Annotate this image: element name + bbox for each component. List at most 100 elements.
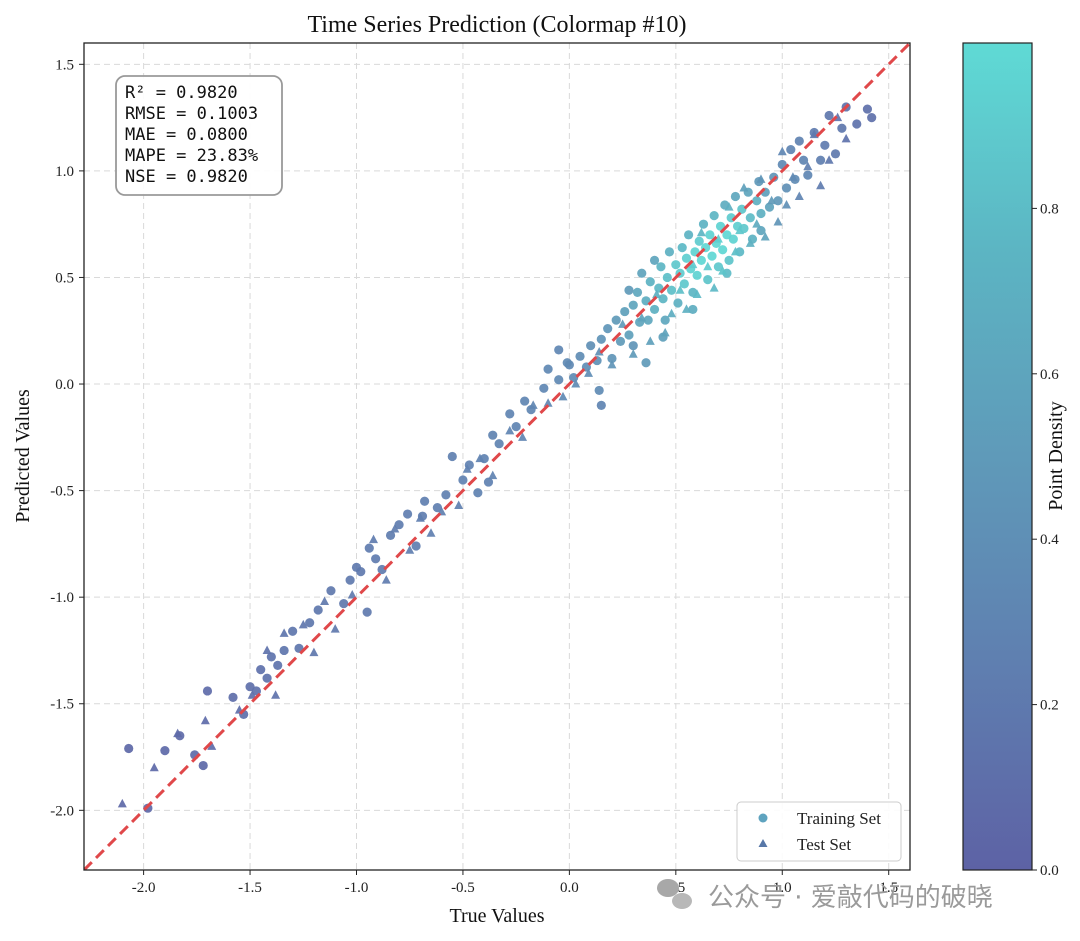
test-point xyxy=(788,172,798,181)
training-point xyxy=(643,315,653,325)
y-tick-label: 0.0 xyxy=(55,377,74,393)
y-axis-label: Predicted Values xyxy=(12,389,34,523)
training-point xyxy=(160,746,170,756)
training-point xyxy=(673,298,683,308)
test-point xyxy=(782,199,792,209)
training-point xyxy=(803,170,813,180)
training-point xyxy=(124,743,134,754)
training-point xyxy=(641,358,651,368)
x-tick-label: 1.0 xyxy=(773,880,792,896)
test-point xyxy=(645,336,655,345)
reference-line xyxy=(84,43,910,870)
training-point xyxy=(730,191,741,202)
training-point xyxy=(737,204,747,214)
training-point xyxy=(596,334,606,344)
training-point xyxy=(830,149,841,159)
y-tick-label: -0.5 xyxy=(50,484,74,500)
grid xyxy=(84,43,910,870)
x-tick-label: -0.5 xyxy=(451,880,475,896)
test-point xyxy=(696,227,706,237)
training-point xyxy=(432,503,442,513)
colorbar-tick-label: 0.4 xyxy=(1040,532,1059,548)
training-point xyxy=(679,279,689,289)
training-point xyxy=(781,183,792,193)
test-point xyxy=(558,391,568,401)
x-axis-label: True Values xyxy=(449,905,544,927)
colorbar-tick-label: 0.8 xyxy=(1040,201,1059,217)
test-point xyxy=(309,647,319,657)
test-point xyxy=(681,304,691,313)
test-point xyxy=(369,534,379,544)
test-point xyxy=(652,289,662,299)
wechat-icon xyxy=(657,879,692,909)
test-point xyxy=(777,146,787,156)
test-point xyxy=(149,762,159,772)
training-point xyxy=(543,364,553,374)
training-point xyxy=(377,564,387,575)
training-point xyxy=(837,123,847,133)
training-point xyxy=(505,409,515,419)
test-point xyxy=(724,202,734,211)
training-point xyxy=(143,803,153,813)
training-point xyxy=(420,496,430,506)
training-point xyxy=(371,554,381,564)
training-point xyxy=(694,236,704,246)
training-point xyxy=(364,543,374,553)
y-tick-label: -1.0 xyxy=(50,590,74,606)
training-point xyxy=(752,196,762,206)
training-point xyxy=(824,110,834,121)
test-point xyxy=(454,500,464,510)
test-point xyxy=(718,266,728,275)
training-point xyxy=(539,383,549,393)
test-point xyxy=(262,645,272,654)
legend-test-marker xyxy=(758,839,768,847)
training-point xyxy=(628,341,638,351)
training-point xyxy=(628,300,638,310)
training-point xyxy=(356,566,366,577)
test-point xyxy=(462,464,472,473)
training-point xyxy=(649,255,660,266)
training-point xyxy=(862,104,873,114)
training-point xyxy=(718,245,728,255)
metric-rmse: RMSE = 0.1003 xyxy=(125,104,258,124)
test-point xyxy=(200,715,210,725)
test-point xyxy=(207,741,217,750)
training-point xyxy=(575,351,585,361)
test-point xyxy=(756,174,766,183)
test-point xyxy=(628,349,638,358)
training-point xyxy=(624,285,634,295)
training-point xyxy=(339,598,349,609)
training-point xyxy=(681,253,692,263)
training-point xyxy=(769,172,779,182)
training-point xyxy=(266,652,276,662)
training-point xyxy=(520,396,530,406)
test-point xyxy=(390,523,400,533)
training-point xyxy=(603,324,613,334)
test-point xyxy=(735,225,745,235)
training-point xyxy=(713,262,724,272)
test-point xyxy=(405,545,415,554)
test-point xyxy=(703,261,713,271)
training-point xyxy=(649,304,660,315)
training-point xyxy=(564,360,574,370)
metric-nse: NSE = 0.9820 xyxy=(125,167,248,187)
training-point xyxy=(666,285,677,295)
training-point xyxy=(656,262,666,272)
test-point xyxy=(675,285,685,294)
training-point xyxy=(745,213,755,223)
test-point xyxy=(426,528,436,537)
legend-training-label: Training Set xyxy=(797,809,881,828)
test-point xyxy=(688,259,698,269)
training-point xyxy=(202,686,213,696)
training-point xyxy=(262,673,272,683)
training-point xyxy=(586,341,596,351)
test-point xyxy=(475,453,485,463)
training-point xyxy=(488,430,498,440)
test-point xyxy=(117,798,127,808)
training-point xyxy=(441,490,451,500)
training-point xyxy=(494,439,504,449)
training-point xyxy=(815,155,826,165)
training-point xyxy=(411,541,421,551)
training-point xyxy=(688,304,698,315)
